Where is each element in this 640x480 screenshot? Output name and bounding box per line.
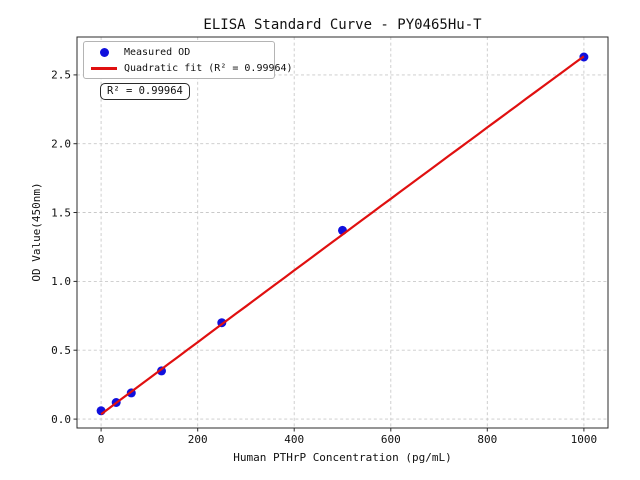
x-tick-label: 400 [284, 433, 304, 446]
legend-label-measured-od: Measured OD [124, 46, 191, 58]
legend-handle [91, 47, 117, 57]
measured-od-marker-icon [99, 47, 109, 57]
x-tick-label: 200 [188, 433, 208, 446]
y-tick-label: 1.0 [51, 275, 71, 288]
x-tick-label: 600 [381, 433, 401, 446]
legend-item-quadratic-fit: Quadratic fit (R² = 0.99964) [88, 60, 293, 76]
legend-label-quadratic-fit: Quadratic fit (R² = 0.99964) [124, 62, 293, 74]
y-axis-label: OD Value(450nm) [30, 182, 43, 282]
x-tick-label: 1000 [571, 433, 598, 446]
legend-handle [91, 66, 117, 70]
fit-line [100, 55, 585, 416]
y-tick-label: 1.5 [51, 206, 71, 219]
y-tick-label: 2.0 [51, 138, 71, 151]
legend-item-measured-od: Measured OD [88, 44, 270, 60]
quadratic-fit-line-icon [91, 66, 117, 70]
legend: Measured OD Quadratic fit (R² = 0.99964) [83, 41, 293, 79]
x-tick-label: 0 [98, 433, 105, 446]
plot-border [76, 36, 609, 429]
r-squared-annotation: R² = 0.99964 [100, 83, 190, 100]
x-tick-label: 800 [477, 433, 497, 446]
y-tick-label: 0.0 [51, 413, 71, 426]
y-tick-label: 2.5 [51, 69, 71, 82]
x-axis-label: Human PTHrP Concentration (pg/mL) [233, 451, 452, 464]
chart-title: ELISA Standard Curve - PY0465Hu-T [203, 17, 482, 33]
y-tick-label: 0.5 [51, 344, 71, 357]
